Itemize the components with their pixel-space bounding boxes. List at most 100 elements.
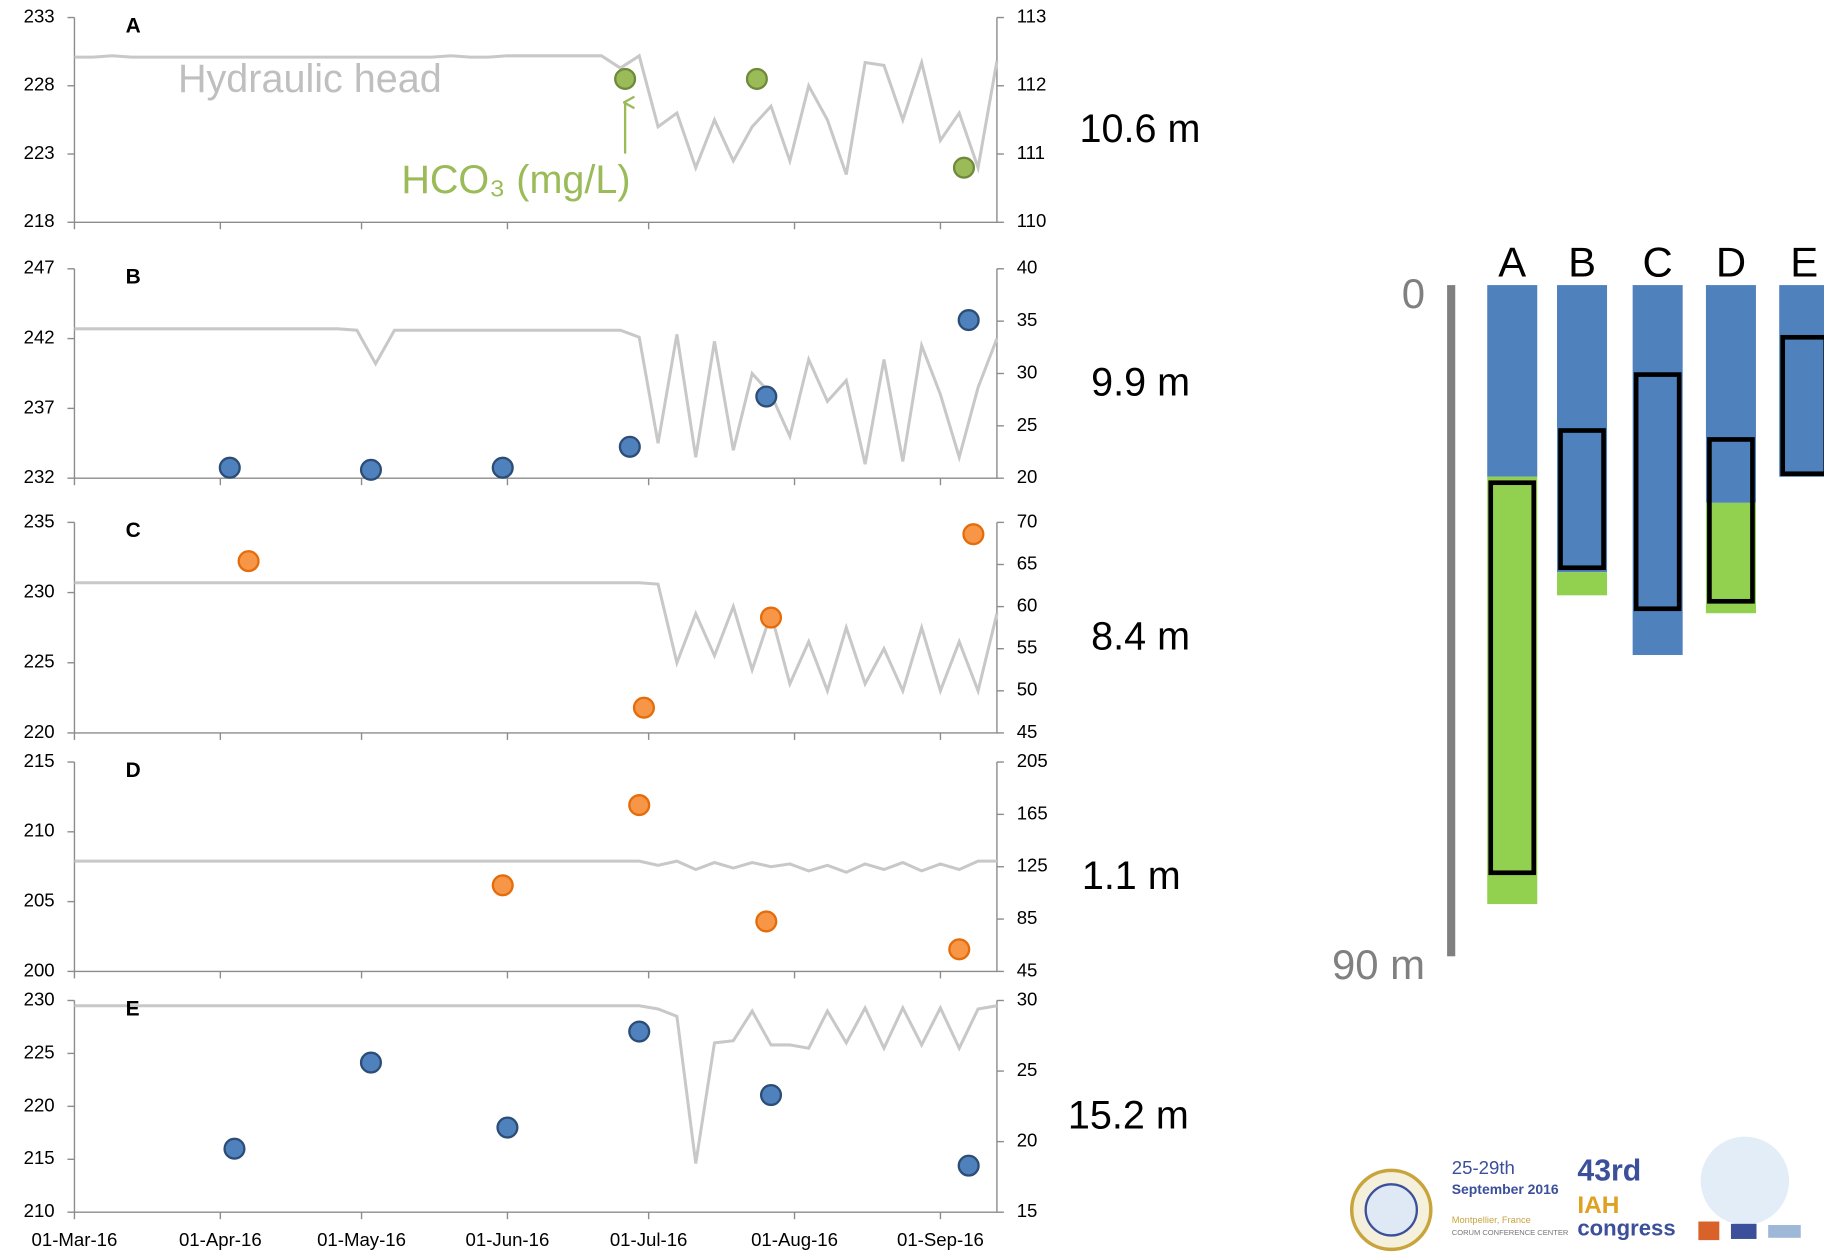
y-tick-label: 220 (24, 721, 55, 742)
y2-tick-label: 25 (1017, 414, 1038, 435)
head-annotation: Hydraulic head (178, 57, 442, 101)
logo-badge-inner (1364, 1183, 1419, 1237)
sample-point (948, 938, 971, 961)
y-tick-label: 225 (24, 651, 55, 672)
sample-point (952, 156, 976, 179)
y2-tick-label: 70 (1017, 510, 1038, 531)
sample-point (359, 458, 383, 481)
y2-tick-label: 60 (1017, 595, 1038, 616)
x-tick-label: 01-Sep-16 (897, 1229, 984, 1250)
well-label: D (1716, 238, 1746, 285)
head-line (74, 859, 997, 874)
sample-point (359, 1051, 383, 1074)
y2-tick-label: 50 (1017, 679, 1038, 700)
y-tick-label: 215 (24, 750, 55, 771)
head-line (74, 1004, 998, 1164)
sample-point (223, 1137, 246, 1160)
sample-point (496, 1116, 519, 1139)
logo-icon (1730, 1223, 1757, 1239)
depth-tick-label: 90 m (1332, 941, 1425, 988)
well-label: B (1568, 238, 1596, 285)
y2-tick-label: 165 (1017, 802, 1048, 823)
y2-tick-label: 30 (1017, 988, 1038, 1009)
axis-line (73, 268, 998, 479)
y2-tick-label: 125 (1017, 855, 1048, 876)
y2-tick-label: 15 (1017, 1200, 1038, 1221)
y2-tick-label: 30 (1017, 361, 1038, 382)
sample-point (957, 309, 980, 332)
screen-interval (1633, 372, 1682, 612)
well-segment (1705, 285, 1756, 503)
y2-tick-label: 45 (1017, 721, 1038, 742)
well-label: E (1790, 238, 1818, 285)
sample-point (759, 606, 783, 629)
y-tick-label: 215 (24, 1147, 55, 1168)
logo: 25-29th September 2016 Montpellier, Fran… (1349, 1136, 1801, 1252)
y-tick-label: 228 (24, 74, 55, 95)
x-tick-label: 01-Jun-16 (466, 1229, 550, 1250)
sample-point (957, 1154, 980, 1177)
y-tick-label: 210 (24, 820, 55, 841)
x-tick-label: 01-Aug-16 (751, 1229, 838, 1250)
logo-globe (1700, 1136, 1790, 1225)
well-segment (1632, 285, 1683, 655)
well-segment (1779, 285, 1824, 477)
well-segment (1557, 572, 1608, 596)
panel-label: A (126, 14, 141, 37)
depth-label: 10.6 m (1080, 107, 1201, 151)
logo-month: September 2016 (1452, 1181, 1559, 1197)
sample-point (237, 550, 260, 573)
y-tick-label: 230 (24, 580, 55, 601)
screen-interval (1780, 334, 1824, 477)
sample-point (491, 874, 514, 897)
axis-line (73, 17, 998, 223)
well-label: C (1643, 238, 1673, 285)
well-segment (1487, 285, 1538, 477)
sample-point (614, 67, 637, 91)
logo-org: IAH (1577, 1192, 1619, 1219)
y2-tick-label: 112 (1017, 74, 1047, 95)
y-tick-label: 200 (24, 959, 55, 980)
y-tick-label: 210 (24, 1200, 55, 1221)
y-tick-label: 233 (24, 5, 55, 26)
y-tick-label: 205 (24, 890, 55, 911)
logo-venue: CORUM CONFERENCE CENTER (1452, 1228, 1569, 1237)
y-tick-label: 232 (24, 466, 55, 487)
logo-dates: 25-29th (1452, 1157, 1515, 1178)
sample-point (759, 1084, 783, 1107)
well-label: A (1498, 238, 1526, 285)
screen-interval (1558, 428, 1606, 571)
y2-tick-label: 85 (1017, 907, 1038, 928)
y2-tick-label: 65 (1017, 552, 1038, 573)
y2-tick-label: 55 (1017, 637, 1038, 658)
depth-label: 8.4 m (1091, 615, 1190, 659)
well-segment (1487, 476, 1538, 905)
y2-tick-label: 45 (1017, 959, 1038, 980)
sample-point (755, 910, 778, 933)
x-tick-label: 01-May-16 (317, 1229, 406, 1250)
screen-interval (1707, 437, 1755, 604)
depth-axis (1447, 285, 1456, 957)
y2-tick-label: 35 (1017, 309, 1038, 330)
y2-tick-label: 20 (1017, 1130, 1038, 1151)
logo-event: congress (1577, 1215, 1675, 1240)
axis-line (73, 1000, 998, 1213)
x-tick-label: 01-Mar-16 (32, 1229, 118, 1250)
logo-edition: 43rd (1577, 1155, 1641, 1188)
head-line (74, 581, 999, 696)
depth-label: 1.1 m (1082, 854, 1181, 898)
y-tick-label: 237 (24, 396, 55, 417)
sample-point (632, 696, 655, 719)
y2-tick-label: 110 (1017, 210, 1047, 231)
depth-label: 9.9 m (1091, 361, 1190, 405)
head-line (74, 53, 999, 175)
sample-point (628, 1020, 651, 1043)
sample-point (745, 67, 768, 91)
logo-place: Montpellier, France (1452, 1215, 1531, 1225)
sample-point (491, 456, 514, 479)
y2-tick-label: 111 (1017, 142, 1045, 163)
sample-point (628, 794, 651, 817)
y-tick-label: 225 (24, 1041, 55, 1062)
depth-tick-label: 0 (1402, 270, 1425, 317)
